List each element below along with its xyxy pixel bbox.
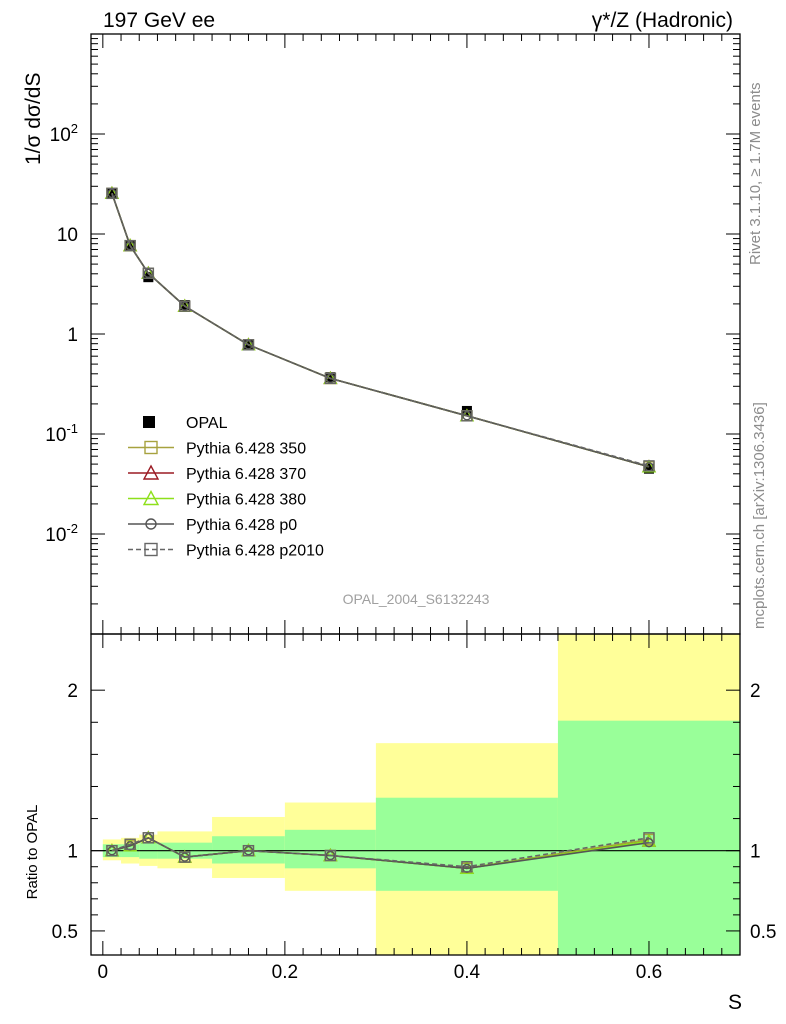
xtick-label-3: 0.6 [636,962,662,983]
header-left: 197 GeV ee [103,9,215,32]
ratio-ytick-label-right-2: 2 [750,681,761,702]
main-ytick-label-1: 10-1 [45,421,78,446]
ratio-ytick-label-0: 0.5 [52,922,78,943]
main-series-4-point-6 [461,410,473,422]
legend-label-1: Pythia 6.428 370 [186,466,306,483]
ratio-panel [91,830,740,875]
ratio-series-3-point-5 [325,850,336,861]
ratio-ytick-label-right-0: 0.5 [750,922,776,943]
main-series-3-point-6 [462,411,472,421]
header-right: γ*/Z (Hadronic) [592,9,733,32]
main-series-4-point-2 [142,267,155,279]
legend: OPAL Pythia 6.428 350 Pythia 6.428 370 Pyth… [128,415,324,560]
xtick-label-2: 0.4 [454,962,481,983]
stat-band-6 [375,797,558,891]
xtick-label-0: 0 [98,962,109,983]
main-y-axis-label: 1/σ dσ/dS [22,73,45,165]
ratio-series-4-point-6 [461,861,473,873]
stat-band-7 [557,720,740,955]
main-series-3-point-0 [107,188,117,199]
legend-marker-0 [144,440,158,455]
main-ytick-label-2: 1 [67,325,78,346]
main-series-4-point-5 [324,372,337,385]
ratio-series-4-point-0 [106,844,118,857]
legend-marker-3 [145,518,157,530]
main-series-3-point-3 [180,301,190,311]
ratio-series-4-line [111,836,650,868]
ratio-ytick-label-right-1: 1 [750,842,761,863]
ratio-frame [90,633,741,956]
ratio-series-3-point-2 [143,833,154,843]
main-ytick-label-3: 10 [57,225,78,246]
ratio-series-4-point-3 [179,851,191,863]
opal-point-5 [325,372,336,383]
ratio-series-4-point-4 [242,844,255,857]
ratio-series-4-point-1 [124,838,136,850]
main-series-4-point-7 [643,460,655,472]
main-series-4-point-0 [106,187,118,200]
legend-label-4: Pythia 6.428 p2010 [186,543,324,560]
legend-marker-2 [142,490,160,506]
ratio-series-4-point-5 [324,849,337,862]
main-series-3-point-2 [143,268,154,278]
legend-label-0: Pythia 6.428 350 [186,441,306,458]
main-series-3-point-4 [243,340,254,350]
legend-label-3: Pythia 6.428 p0 [186,517,297,534]
ratio-ytick-label-1: 1 [67,842,78,863]
opal-point-3 [179,299,190,310]
stat-band-4 [212,836,285,864]
legend-marker-1 [142,464,160,480]
main-series-4-point-1 [124,239,136,252]
main-series-3-point-5 [325,373,336,384]
ratio-series-3-line [111,836,650,870]
watermark-label: OPAL_2004_S6132243 [343,591,490,607]
legend-label-opal: OPAL [186,415,228,432]
main-ytick-label-4: 102 [50,121,78,146]
mcplots-label: mcplots.cern.ch [arXiv:1306.3436] [751,402,768,629]
xtick-label-1: 0.2 [272,962,298,983]
ratio-y-axis-label: Ratio to OPAL [24,805,41,900]
main-series-4-point-3 [179,300,191,312]
ratio-series-4-point-7 [643,832,655,844]
main-panel [104,185,657,474]
opal-point-7 [643,463,654,474]
main-ytick-label-0: 10-2 [45,521,78,546]
ratio-ytick-label-2: 2 [67,681,78,702]
ratio-uncertainty-bands [102,634,740,955]
legend-opal-marker [143,416,155,428]
x-axis-label: S [728,991,742,1014]
legend-marker-4 [144,542,158,557]
main-series-3-point-1 [125,240,135,251]
ratio-series-3-point-0 [107,845,117,856]
main-series-4-point-4 [242,339,255,351]
rivet-label: Rivet 3.1.10, ≥ 1.7M events [747,83,764,266]
legend-label-2: Pythia 6.428 380 [186,492,306,509]
ratio-series-4-point-2 [142,832,155,844]
